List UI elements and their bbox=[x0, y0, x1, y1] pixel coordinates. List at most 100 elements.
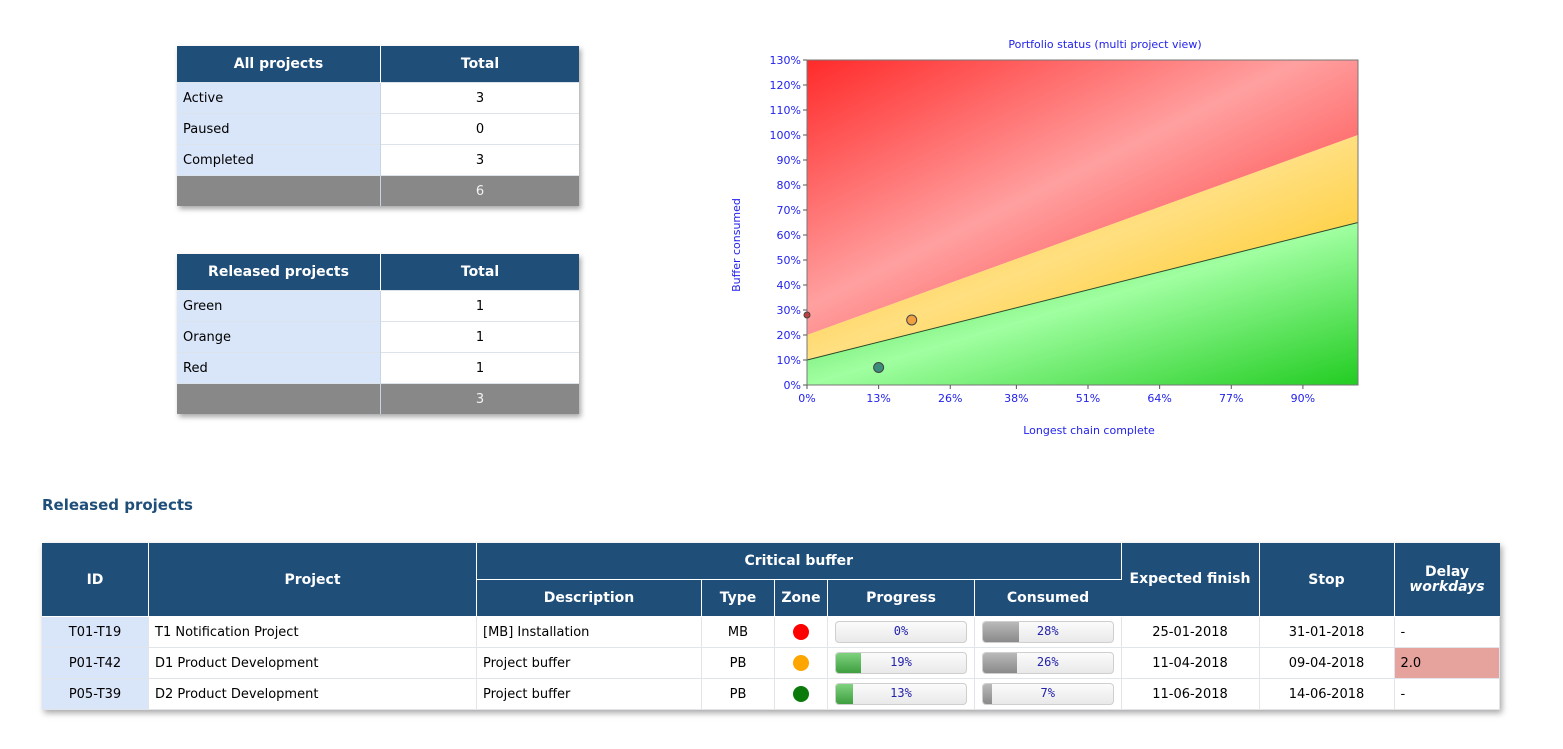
row-progress: 13% bbox=[827, 678, 975, 710]
data-point-green[interactable] bbox=[873, 362, 885, 373]
col-type: Type bbox=[701, 579, 775, 617]
y-tick-label: 130% bbox=[770, 54, 801, 67]
y-tick-label: 30% bbox=[777, 304, 801, 317]
total-label bbox=[177, 175, 381, 206]
x-tick-label: 13% bbox=[866, 392, 890, 405]
row-label: Active bbox=[177, 82, 381, 114]
row-description: [MB] Installation bbox=[476, 616, 702, 648]
x-tick-label: 26% bbox=[938, 392, 962, 405]
y-tick-label: 110% bbox=[770, 104, 801, 117]
row-id[interactable]: P01-T42 bbox=[42, 647, 149, 679]
row-project[interactable]: T1 Notification Project bbox=[148, 616, 477, 648]
x-tick-label: 38% bbox=[1004, 392, 1028, 405]
row-value: 1 bbox=[380, 290, 579, 322]
row-type: PB bbox=[701, 678, 775, 710]
consumed-bar: 28% bbox=[981, 621, 1114, 643]
row-description: Project buffer bbox=[476, 647, 702, 679]
all-projects-table: All projects Total Active 3 Paused 0 Com… bbox=[177, 46, 579, 206]
consumed-fill bbox=[982, 622, 1020, 642]
y-tick-label: 80% bbox=[777, 179, 801, 192]
y-axis-label: Buffer consumed bbox=[730, 198, 743, 292]
x-axis-label: Longest chain complete bbox=[1023, 424, 1155, 437]
consumed-fill bbox=[982, 684, 992, 704]
progress-fill bbox=[836, 653, 861, 673]
row-progress: 19% bbox=[827, 647, 975, 679]
row-label: Completed bbox=[177, 144, 381, 176]
table-row: Completed 3 bbox=[177, 144, 579, 176]
progress-text: 19% bbox=[890, 655, 912, 669]
row-stop: 14-06-2018 bbox=[1259, 678, 1395, 710]
y-tick-label: 20% bbox=[777, 329, 801, 342]
y-tick-label: 50% bbox=[777, 254, 801, 267]
chart-title: Portfolio status (multi project view) bbox=[1008, 38, 1201, 51]
total-value: 6 bbox=[380, 175, 579, 206]
table-row: Green 1 bbox=[177, 290, 579, 322]
zone-boundary-line bbox=[806, 222, 1359, 361]
y-axis-ticks: 0% 10% 20% 30% 40% 50% 60% 70% 80% 90% 100% 110% 120… bbox=[770, 54, 807, 392]
row-value: 3 bbox=[380, 82, 579, 114]
col-consumed: Consumed bbox=[974, 579, 1121, 617]
table-row: T01-T19 T1 Notification Project [MB] Ins… bbox=[42, 616, 1500, 648]
row-expected-finish: 11-06-2018 bbox=[1121, 678, 1260, 710]
row-id[interactable]: P05-T39 bbox=[42, 678, 149, 710]
data-points bbox=[803, 311, 918, 373]
row-zone bbox=[774, 647, 828, 679]
orange-zone bbox=[807, 135, 1358, 360]
table-row: P05-T39 D2 Product Development Project b… bbox=[42, 678, 1500, 710]
total-row: 6 bbox=[177, 175, 579, 206]
table-row: P01-T42 D1 Product Development Project b… bbox=[42, 647, 1500, 679]
col-delay-unit: workdays bbox=[1409, 578, 1485, 595]
total-row: 3 bbox=[177, 383, 579, 414]
row-type: PB bbox=[701, 647, 775, 679]
progress-bar: 13% bbox=[835, 683, 967, 705]
row-value: 3 bbox=[380, 144, 579, 176]
col-delay: Delay workdays bbox=[1394, 543, 1500, 617]
x-tick-label: 90% bbox=[1291, 392, 1315, 405]
row-label: Red bbox=[177, 352, 381, 384]
row-id[interactable]: T01-T19 bbox=[42, 616, 149, 648]
consumed-text: 26% bbox=[1036, 655, 1059, 669]
consumed-text: 28% bbox=[1036, 624, 1059, 638]
plot-frame bbox=[806, 59, 1359, 386]
col-description: Description bbox=[476, 579, 702, 617]
progress-bar: 19% bbox=[835, 652, 967, 674]
row-delay: - bbox=[1394, 678, 1500, 710]
row-stop: 31-01-2018 bbox=[1259, 616, 1395, 648]
row-progress: 0% bbox=[827, 616, 975, 648]
y-tick-label: 100% bbox=[770, 129, 801, 142]
row-project[interactable]: D2 Product Development bbox=[148, 678, 477, 710]
row-zone bbox=[774, 678, 828, 710]
consumed-bar: 26% bbox=[981, 652, 1114, 674]
table-row: Red 1 bbox=[177, 352, 579, 384]
row-label: Green bbox=[177, 290, 381, 322]
row-project[interactable]: D1 Product Development bbox=[148, 647, 477, 679]
col-project: Project bbox=[148, 543, 477, 617]
col-id: ID bbox=[42, 543, 149, 617]
row-label: Orange bbox=[177, 321, 381, 353]
row-zone bbox=[774, 616, 828, 648]
zone-dot-icon bbox=[793, 655, 809, 671]
row-consumed: 26% bbox=[974, 647, 1122, 679]
col-zone: Zone bbox=[774, 579, 828, 617]
portfolio-status-chart: Portfolio status (multi project view) 0%… bbox=[730, 38, 1359, 437]
progress-bar: 0% bbox=[835, 621, 967, 643]
released-projects-title: Released projects bbox=[42, 496, 193, 514]
row-value: 1 bbox=[380, 352, 579, 384]
col-progress: Progress bbox=[827, 579, 975, 617]
row-value: 1 bbox=[380, 321, 579, 353]
row-delay: - bbox=[1394, 616, 1500, 648]
y-tick-label: 40% bbox=[777, 279, 801, 292]
zone-dot-icon bbox=[793, 686, 809, 702]
progress-fill bbox=[836, 684, 853, 704]
row-expected-finish: 11-04-2018 bbox=[1121, 647, 1260, 679]
row-value: 0 bbox=[380, 113, 579, 145]
total-value: 3 bbox=[380, 383, 579, 414]
released-summary-total-header: Total bbox=[380, 254, 579, 291]
progress-text: 0% bbox=[893, 624, 909, 638]
x-axis-ticks: 0% 13% 26% 38% 51% 64% 77% 90% bbox=[798, 385, 1315, 405]
data-point-orange[interactable] bbox=[906, 314, 918, 326]
row-expected-finish: 25-01-2018 bbox=[1121, 616, 1260, 648]
col-critical-buffer: Critical buffer bbox=[476, 543, 1122, 580]
data-point-red[interactable] bbox=[803, 311, 811, 319]
consumed-fill bbox=[982, 653, 1017, 673]
